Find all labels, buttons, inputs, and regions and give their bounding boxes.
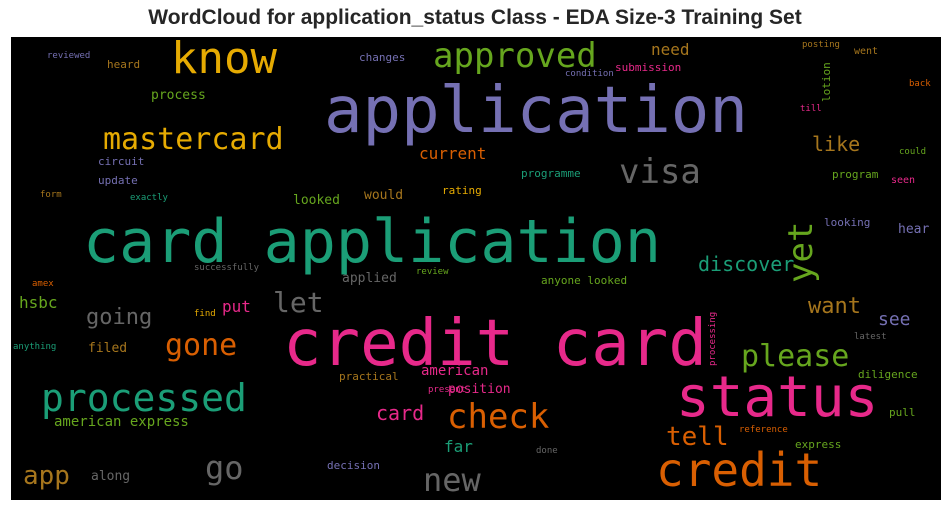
word-hear: hear <box>898 222 930 237</box>
word-tell: tell <box>666 422 729 452</box>
word-processing: processing <box>708 311 718 366</box>
word-exactly: exactly <box>130 193 168 203</box>
word-go: go <box>205 449 244 487</box>
word-hsbc: hsbc <box>19 293 58 312</box>
word-looked: looked <box>293 193 340 208</box>
word-need: need <box>651 40 690 59</box>
word-decision: decision <box>327 459 380 472</box>
chart-title: WordCloud for application_status Class -… <box>148 6 802 29</box>
word-could: could <box>899 147 927 157</box>
word-anything: anything <box>13 342 57 352</box>
word-posting: posting <box>802 40 840 50</box>
word-lotion: lotion <box>820 61 833 102</box>
word-app: app <box>23 461 70 491</box>
word-position: position <box>448 382 511 397</box>
word-visa: visa <box>619 152 701 192</box>
word-processed: processed <box>41 376 247 420</box>
word-approved: approved <box>433 37 597 76</box>
word-american: american <box>421 363 489 379</box>
word-seen: seen <box>891 175 916 186</box>
word-express: express <box>795 438 842 451</box>
word-reference: reference <box>739 425 788 435</box>
word-card: card <box>376 401 425 425</box>
word-condition: condition <box>565 69 614 79</box>
word-mastercard: mastercard <box>103 122 284 157</box>
word-present: present <box>428 385 466 395</box>
word-latest: latest <box>854 332 887 342</box>
word-status: status <box>676 365 879 430</box>
word-heard: heard <box>107 58 141 71</box>
word-practical: practical <box>339 370 399 383</box>
word-rating: rating <box>442 184 482 197</box>
word-filed: filed <box>88 341 128 356</box>
word-till: till <box>800 104 822 114</box>
word-process: process <box>151 88 206 103</box>
word-credit-card: credit card <box>283 307 707 381</box>
word-please: please <box>741 339 850 374</box>
word-program: program <box>832 168 879 181</box>
word-circuit: circuit <box>98 155 145 168</box>
word-far: far <box>444 437 473 456</box>
word-know: know <box>171 37 277 84</box>
word-going: going <box>86 305 153 330</box>
word-would: would <box>364 188 404 203</box>
word-reviewed: reviewed <box>47 51 91 61</box>
word-find: find <box>194 309 216 319</box>
word-looking: looking <box>824 216 871 229</box>
word-anyone-looked: anyone looked <box>541 274 628 287</box>
word-successfully: successfully <box>194 263 260 273</box>
word-see: see <box>878 309 911 330</box>
word-let: let <box>273 286 324 319</box>
word-back: back <box>909 79 931 89</box>
word-application: application <box>324 74 748 148</box>
word-american-express: american express <box>54 414 189 430</box>
word-diligence: diligence <box>858 368 918 381</box>
word-like: like <box>812 132 861 156</box>
word-programme: programme <box>521 167 581 180</box>
word-along: along <box>91 469 131 484</box>
word-cloud: credit card card application application st… <box>11 37 941 500</box>
word-pull: pull <box>889 406 916 419</box>
word-check: check <box>447 397 550 437</box>
word-card-application: card application <box>83 207 661 277</box>
word-done: done <box>536 446 558 456</box>
word-changes: changes <box>359 51 406 64</box>
word-submission: submission <box>615 61 682 74</box>
word-applied: applied <box>342 271 397 286</box>
word-form: form <box>40 190 62 200</box>
word-update: update <box>98 174 138 187</box>
word-went: went <box>854 46 879 57</box>
word-current: current <box>419 144 487 163</box>
word-want: want <box>808 294 861 319</box>
word-review: review <box>416 267 449 277</box>
word-discover: discover <box>698 252 795 276</box>
word-put: put <box>222 297 251 316</box>
word-gone: gone <box>165 328 238 363</box>
word-amex: amex <box>32 279 54 289</box>
word-credit: credit <box>656 443 823 497</box>
word-new: new <box>423 461 481 499</box>
